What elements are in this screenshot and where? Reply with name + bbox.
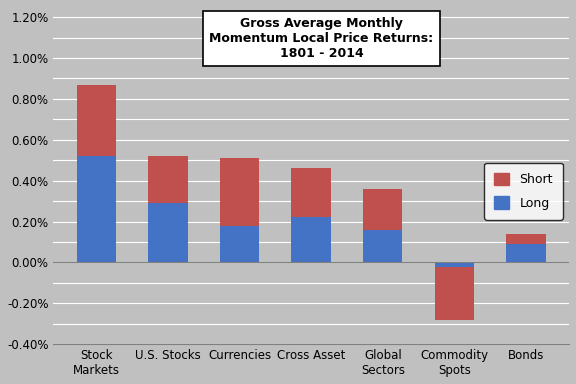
Bar xyxy=(506,234,545,244)
Bar xyxy=(291,169,331,217)
Text: Gross Average Monthly
Momentum Local Price Returns:
1801 - 2014: Gross Average Monthly Momentum Local Pri… xyxy=(210,17,434,60)
Bar xyxy=(506,244,545,262)
Bar xyxy=(149,203,188,262)
Bar xyxy=(435,262,474,266)
Bar xyxy=(220,226,259,262)
Bar xyxy=(435,266,474,319)
Bar xyxy=(77,84,116,156)
Bar xyxy=(77,156,116,262)
Legend: Short, Long: Short, Long xyxy=(484,163,563,220)
Bar xyxy=(291,217,331,262)
Bar xyxy=(149,156,188,203)
Bar xyxy=(363,189,403,230)
Bar xyxy=(363,230,403,262)
Bar xyxy=(220,158,259,226)
